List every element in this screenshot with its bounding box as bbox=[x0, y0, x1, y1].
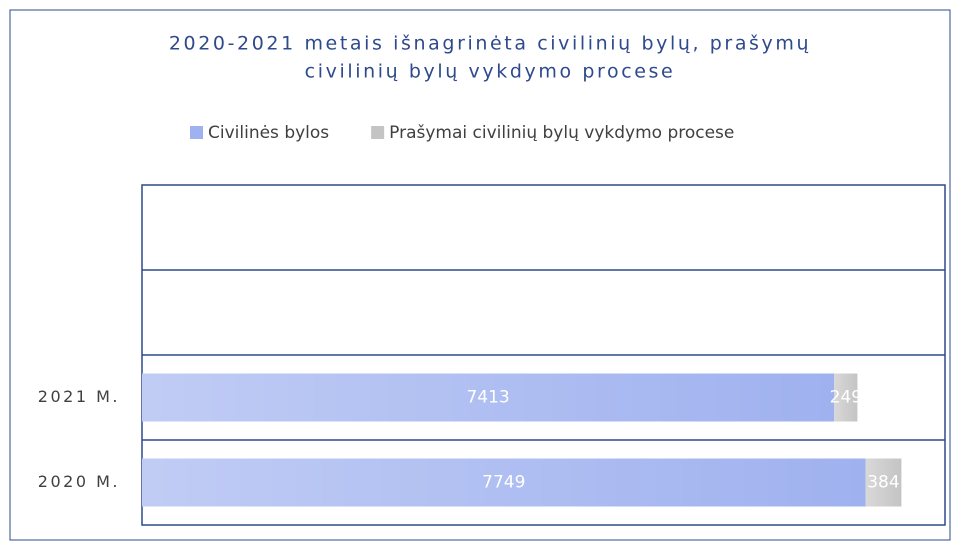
data-label: 7413 bbox=[466, 388, 509, 408]
bar-sheen bbox=[865, 458, 902, 507]
legend-label: Civilinės bylos bbox=[208, 123, 329, 143]
legend-label: Prašymai civilinių bylų vykdymo procese bbox=[389, 123, 734, 143]
bar-sheen bbox=[142, 458, 866, 507]
data-label: 249 bbox=[830, 388, 862, 408]
y-tick-label: 2020 M. bbox=[38, 472, 120, 491]
legend-swatch bbox=[190, 126, 203, 139]
chart-title: 2020-2021 metais išnagrinėta civilinių b… bbox=[169, 33, 811, 55]
bar-sheen bbox=[142, 373, 835, 422]
bar-sheen bbox=[834, 373, 858, 422]
data-label: 384 bbox=[867, 473, 899, 493]
legend-swatch bbox=[371, 126, 385, 139]
y-tick-label: 2021 M. bbox=[38, 387, 120, 406]
frame bbox=[9, 9, 951, 541]
chart-title: civilinių bylų vykdymo procese bbox=[305, 61, 676, 83]
data-label: 7749 bbox=[482, 473, 525, 493]
